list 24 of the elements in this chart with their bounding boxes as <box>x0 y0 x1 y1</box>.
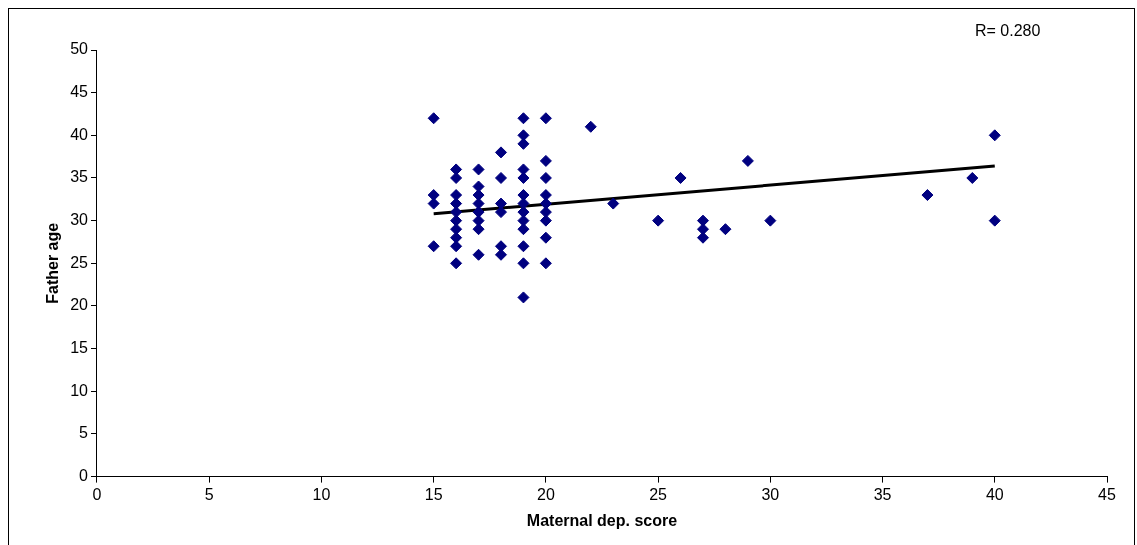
y-tick-label: 25 <box>70 253 89 271</box>
y-axis-title: Father age <box>44 222 62 304</box>
y-tick-label: 45 <box>70 83 89 101</box>
y-tick-label: 15 <box>70 339 89 357</box>
y-tick-label: 40 <box>70 125 89 143</box>
x-tick-label: 45 <box>1098 485 1116 503</box>
x-tick-label: 0 <box>92 485 102 503</box>
y-tick-label: 20 <box>70 296 89 314</box>
x-axis-title: Maternal dep. score <box>526 511 678 529</box>
x-tick-label: 15 <box>424 485 443 503</box>
y-tick-label: 35 <box>70 168 89 186</box>
y-tick-label: 50 <box>70 40 89 58</box>
text: R= 0.280 <box>975 22 1041 40</box>
x-tick-label: 20 <box>536 485 555 503</box>
x-tick-label: 5 <box>204 485 214 503</box>
y-tick-label: 5 <box>79 424 89 442</box>
x-tick-label: 10 <box>312 485 331 503</box>
y-tick-label: 10 <box>70 381 89 399</box>
x-tick-label: 35 <box>873 485 892 503</box>
x-tick-label: 25 <box>649 485 668 503</box>
y-tick-label: 30 <box>70 211 89 229</box>
y-tick-label: 0 <box>79 467 89 485</box>
x-tick-label: 30 <box>761 485 780 503</box>
x-tick-label: 40 <box>985 485 1004 503</box>
